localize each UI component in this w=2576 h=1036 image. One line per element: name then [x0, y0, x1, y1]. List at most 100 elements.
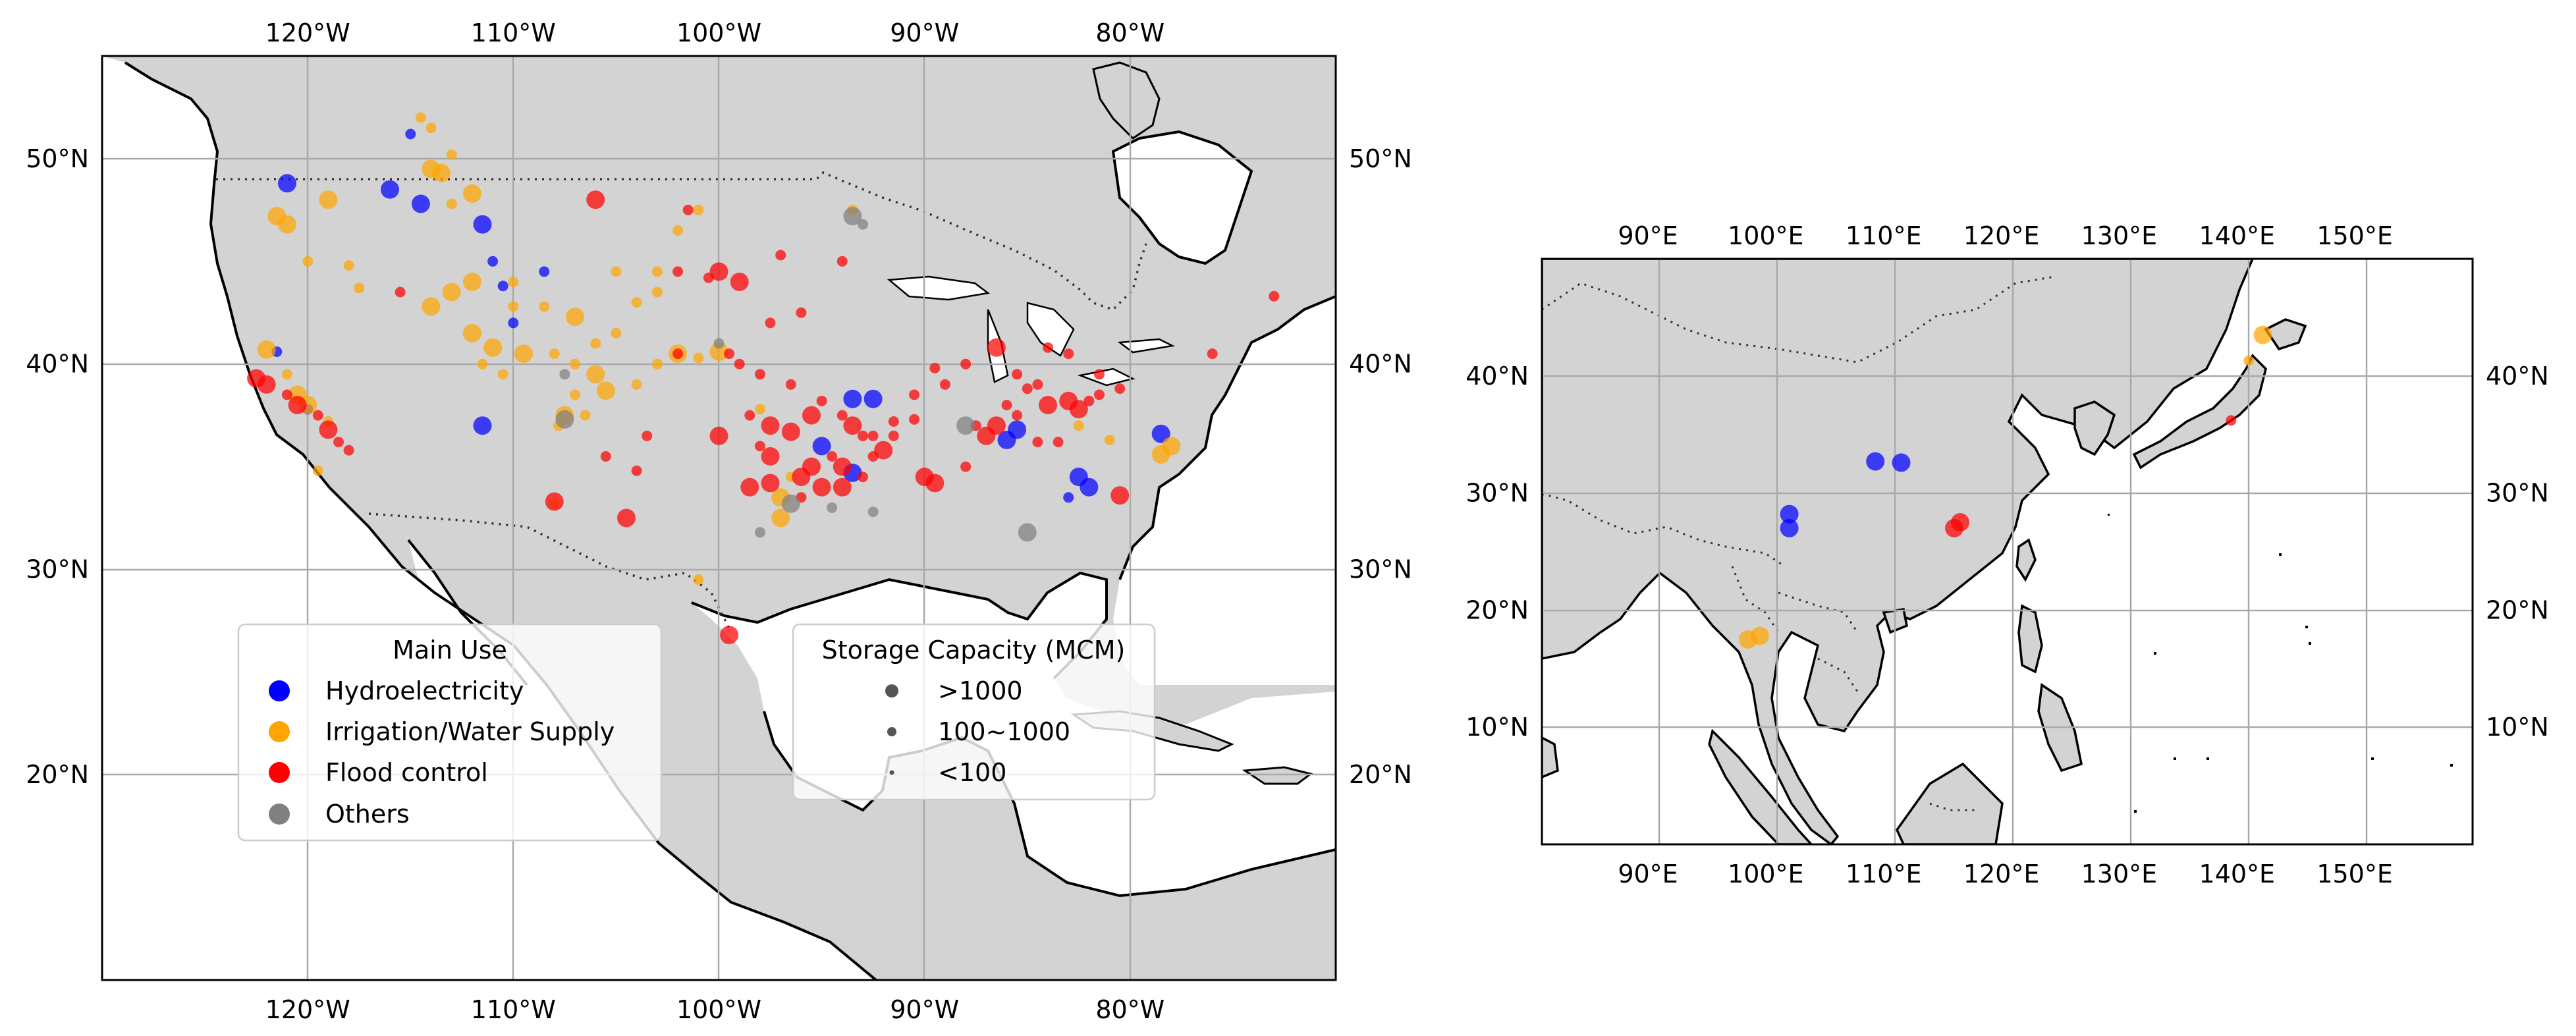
usa-flood-control-point: [929, 362, 941, 373]
usa-flood-control-point: [867, 451, 879, 462]
usa-irrigation-water-supply-point: [508, 301, 519, 312]
asia-flood-control-point: [2226, 415, 2237, 426]
usa-flood-control-point: [730, 273, 749, 291]
usa-irrigation-water-supply-point: [672, 225, 684, 236]
usa-irrigation-water-supply-point: [281, 369, 292, 380]
usa-flood-control-point: [833, 477, 852, 497]
asia-y-tick-label-left: 30°N: [1466, 479, 1529, 508]
usa-irrigation-water-supply-point: [651, 266, 663, 277]
capacity-medium-legend-label: 100~1000: [938, 717, 1070, 746]
usa-flood-control-point: [1032, 437, 1043, 448]
usa-flood-control-point: [1022, 383, 1033, 395]
usa-irrigation-water-supply-point: [477, 358, 488, 369]
storage-capacity-legend-box: [792, 623, 1156, 801]
usa-y-tick-label-right: 50°N: [1349, 144, 1412, 173]
usa-flood-control-point: [1039, 396, 1057, 414]
usa-y-tick-label-right: 20°N: [1349, 760, 1412, 789]
usa-flood-control-point: [395, 286, 406, 298]
asia-x-tick-label-bottom: 120°E: [1963, 859, 2040, 888]
usa-flood-control-point: [1114, 383, 1126, 395]
usa-irrigation-water-supply-point: [442, 283, 461, 302]
usa-flood-control-point: [642, 430, 653, 441]
usa-flood-control-point: [1032, 379, 1043, 390]
usa-flood-control-point: [257, 375, 276, 394]
usa-irrigation-water-supply-point: [1151, 445, 1170, 464]
usa-flood-control-point: [781, 422, 800, 441]
asia-x-tick-label-bottom: 100°E: [1728, 859, 1804, 888]
usa-flood-control-point: [909, 414, 920, 425]
asia-x-tick-label-top: 110°E: [1846, 221, 1922, 250]
usa-hydroelectricity-point: [1080, 477, 1099, 497]
usa-y-tick-label-left: 20°N: [26, 760, 89, 789]
us-mexico-border: [368, 512, 732, 633]
usa-flood-control-point: [827, 451, 838, 462]
asia-x-tick-label-bottom: 130°E: [2081, 859, 2158, 888]
usa-irrigation-water-supply-point: [277, 215, 296, 234]
usa-x-tick-label-top: 100°W: [676, 18, 761, 47]
usa-hydroelectricity-point: [405, 128, 416, 140]
usa-irrigation-water-supply-point: [539, 301, 550, 312]
usa-map-frame: [101, 55, 1337, 981]
asia-x-tick-label-top: 100°E: [1728, 221, 1804, 250]
main-use-legend: Main Use Hydroelectricity Irrigation/Wat…: [237, 623, 663, 842]
us-canada-border: [216, 171, 1147, 312]
main-use-legend-title: Main Use: [393, 636, 507, 665]
asia-irrigation-water-supply-point: [1750, 626, 1769, 645]
usa-flood-control-point: [812, 477, 831, 497]
usa-flood-control-point: [682, 204, 694, 215]
usa-irrigation-water-supply-point: [580, 410, 591, 421]
usa-flood-control-point: [858, 430, 868, 441]
usa-irrigation-water-supply-point: [343, 260, 354, 271]
usa-irrigation-water-supply-point: [754, 404, 765, 415]
pacific-coastline: [124, 61, 877, 980]
others-legend-label: Others: [325, 800, 410, 829]
capacity-small-legend-marker: [889, 770, 894, 775]
usa-x-tick-label-bottom: 110°W: [471, 995, 556, 1024]
usa-flood-control-point: [1043, 342, 1053, 353]
usa-irrigation-water-supply-point: [1073, 420, 1084, 431]
usa-flood-control-point: [858, 472, 868, 483]
usa-axis-ticks: 120°W 120°W 110°W 110°W 100°W 100°W 90°W 90°W 80…: [26, 18, 1412, 1024]
asia-flood-control-point: [1951, 513, 1969, 532]
usa-irrigation-water-supply-point: [422, 297, 441, 316]
usa-others-point: [713, 338, 725, 349]
sumatra-island: [1708, 728, 1813, 844]
usa-irrigation-water-supply-point: [693, 574, 704, 585]
hydroelectricity-legend-marker: [269, 680, 290, 701]
asia-x-tick-label-bottom: 110°E: [1846, 859, 1922, 888]
usa-others-point: [1018, 523, 1037, 542]
usa-flood-control-point: [1012, 410, 1023, 421]
capacity-large-legend-label: >1000: [938, 676, 1023, 705]
hispaniola-island: [1242, 766, 1313, 785]
usa-flood-control-point: [586, 190, 605, 209]
flood-control-legend-marker: [269, 762, 290, 783]
usa-flood-control-point: [761, 474, 780, 493]
usa-irrigation-water-supply-point: [651, 358, 663, 369]
usa-flood-control-point: [709, 262, 728, 281]
usa-irrigation-water-supply-point: [446, 198, 457, 209]
usa-hydroelectricity-point: [997, 431, 1016, 449]
usa-y-tick-label-left: 40°N: [26, 350, 89, 379]
capacity-medium-legend-marker: [887, 727, 896, 736]
usa-flood-control-point: [1269, 290, 1280, 302]
storage-capacity-legend: Storage Capacity (MCM) >1000 100~1000 <1…: [792, 623, 1156, 801]
usa-hydroelectricity-point: [863, 389, 883, 408]
usa-hydroelectricity-point: [487, 256, 499, 267]
capacity-small-legend-label: <100: [938, 758, 1006, 787]
asia-y-tick-label-right: 30°N: [2486, 479, 2549, 508]
usa-flood-control-point: [600, 451, 611, 462]
usa-others-point: [559, 369, 570, 380]
usa-x-tick-label-top: 120°W: [265, 18, 350, 47]
usa-others-point: [781, 494, 800, 513]
usa-flood-control-point: [802, 406, 821, 425]
irrigation-legend-label: Irrigation/Water Supply: [325, 717, 615, 746]
usa-flood-control-point: [343, 445, 354, 456]
usa-irrigation-water-supply-point: [462, 323, 481, 342]
usa-irrigation-water-supply-point: [497, 369, 508, 380]
usa-irrigation-water-supply-point: [354, 283, 365, 294]
usa-irrigation-water-supply-point: [462, 184, 481, 203]
usa-hydroelectricity-point: [1151, 424, 1170, 443]
usa-flood-control-point: [333, 437, 344, 448]
usa-flood-control-point: [754, 441, 765, 452]
